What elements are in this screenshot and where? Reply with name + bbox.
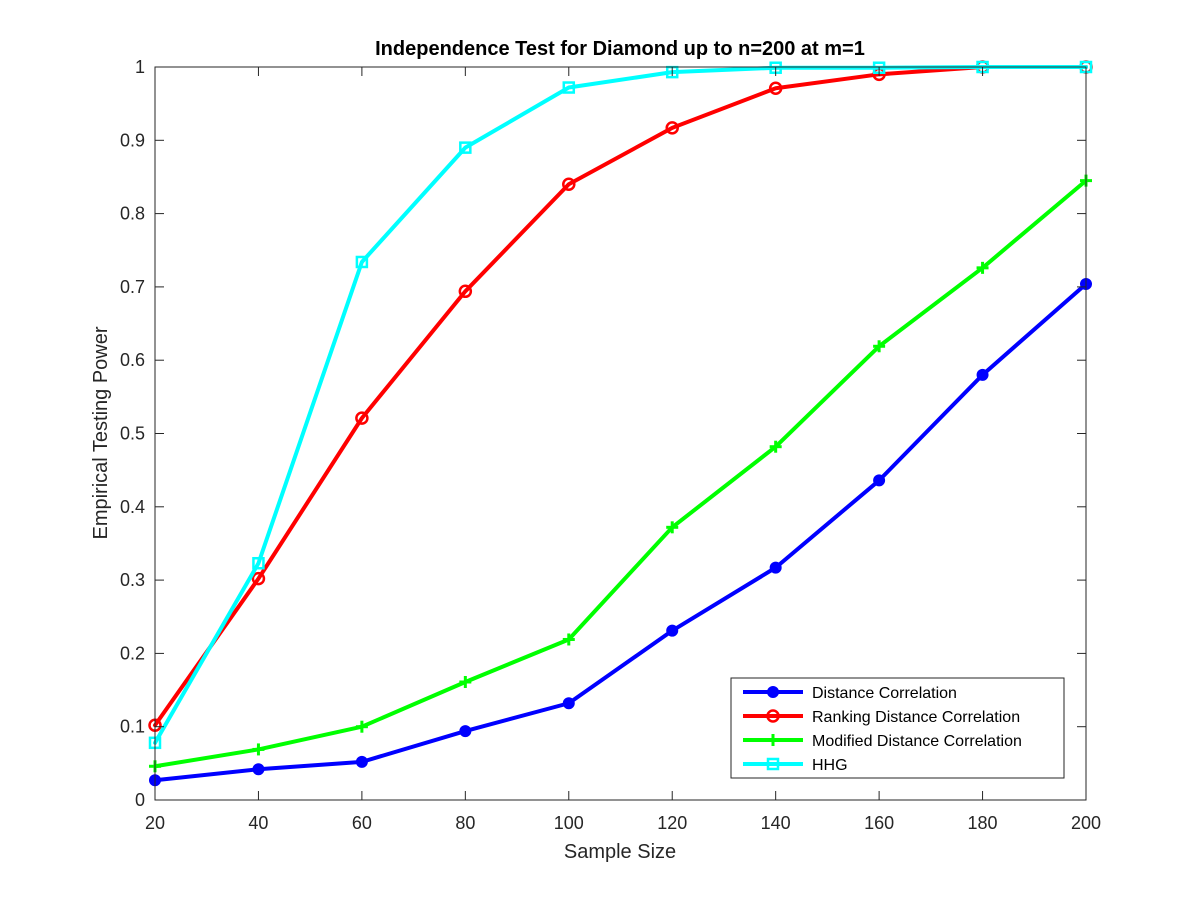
y-tick-label: 0.2 [120,643,145,663]
data-point-marker [356,756,367,767]
y-tick-label: 0.1 [120,717,145,737]
y-tick-label: 0 [135,790,145,810]
x-tick-label: 180 [968,813,998,833]
x-tick-label: 140 [761,813,791,833]
x-tick-label: 60 [352,813,372,833]
y-tick-label: 0.7 [120,277,145,297]
data-point-marker [667,625,678,636]
legend: Distance Correlation Ranking Distance Cor… [731,678,1064,778]
y-tick-label: 0.9 [120,130,145,150]
legend-label: Distance Correlation [812,685,957,702]
chart-title: Independence Test for Diamond up to n=20… [375,38,865,60]
y-tick-label: 0.4 [120,497,145,517]
y-tick-label: 0.8 [120,204,145,224]
y-tick-label: 0.6 [120,350,145,370]
data-point-marker [874,475,885,486]
y-tick-label: 0.3 [120,570,145,590]
x-tick-label: 80 [455,813,475,833]
x-axis-label: Sample Size [564,841,676,863]
x-tick-label: 20 [145,813,165,833]
data-point-marker [460,726,471,737]
data-point-marker [563,698,574,709]
x-tick-label: 120 [657,813,687,833]
legend-label: Ranking Distance Correlation [812,709,1020,726]
y-tick-label: 1 [135,57,145,77]
data-point-marker [253,764,264,775]
data-point-marker [977,369,988,380]
data-point-marker [770,562,781,573]
x-tick-label: 100 [554,813,584,833]
legend-label: Modified Distance Correlation [812,733,1022,750]
y-axis-label: Empirical Testing Power [90,326,112,539]
x-tick-label: 200 [1071,813,1101,833]
x-tick-label: 40 [248,813,268,833]
x-tick-label: 160 [864,813,894,833]
y-tick-label: 0.5 [120,424,145,444]
legend-label: HHG [812,757,848,774]
data-point-marker [768,687,779,698]
